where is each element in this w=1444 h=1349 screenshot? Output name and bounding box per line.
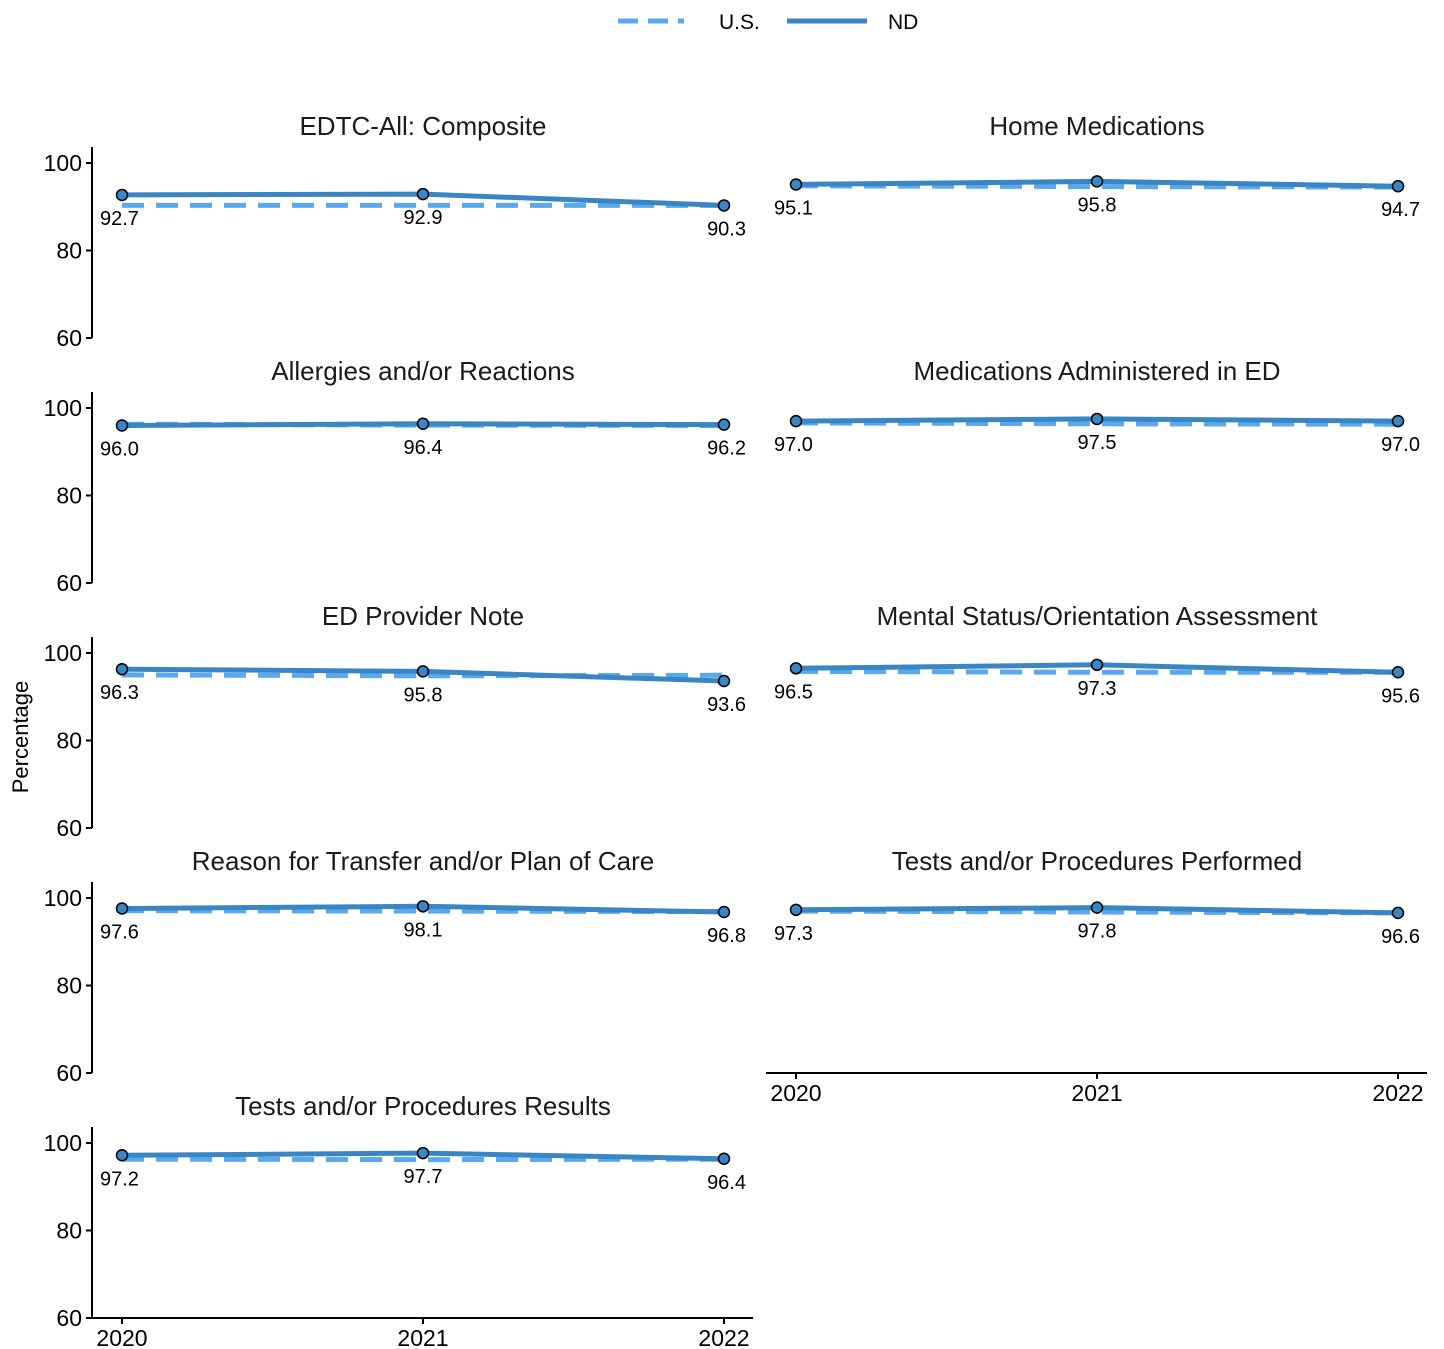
y-tick-label: 100 — [44, 885, 82, 911]
nd-data-label: 98.1 — [404, 919, 443, 941]
y-tick-label: 80 — [56, 483, 82, 509]
nd-data-label: 97.0 — [1381, 434, 1420, 456]
nd-data-label: 96.5 — [774, 681, 813, 703]
nd-point — [1090, 658, 1104, 672]
y-tick-label: 80 — [56, 238, 82, 264]
panel-title: Home Medications — [989, 111, 1204, 141]
nd-data-label: 97.0 — [774, 434, 813, 456]
nd-point — [416, 900, 430, 913]
nd-point — [1090, 901, 1104, 914]
panel-3: Allergies and/or Reactions 60 80 100 96.0 96.… — [44, 356, 746, 596]
y-tick-label: 80 — [56, 728, 82, 754]
y-tick-label: 100 — [44, 395, 82, 421]
panel-title: Tests and/or Procedures Performed — [892, 846, 1302, 876]
x-tick-label: 2020 — [770, 1080, 821, 1106]
nd-data-label: 95.1 — [774, 197, 813, 219]
nd-data-label: 92.9 — [404, 207, 443, 229]
nd-data-label: 97.3 — [1078, 678, 1117, 700]
nd-data-label: 96.6 — [1381, 926, 1420, 948]
x-tick-label: 2022 — [1372, 1080, 1423, 1106]
nd-point — [115, 419, 129, 432]
panel-5: ED Provider Note 60 80 100 96.3 95.8 93.6 — [44, 601, 746, 841]
panel-title: Mental Status/Orientation Assessment — [877, 601, 1319, 631]
legend: U.S. ND — [618, 11, 918, 34]
y-tick-label: 100 — [44, 640, 82, 666]
nd-point — [789, 178, 803, 191]
x-tick-label: 2021 — [1071, 1080, 1122, 1106]
panel-4: Medications Administered in ED 97.0 97.5 97… — [774, 356, 1420, 456]
nd-point — [416, 417, 430, 430]
nd-data-label: 97.7 — [404, 1166, 443, 1188]
nd-data-label: 95.8 — [404, 684, 443, 706]
x-tick-label: 2020 — [96, 1325, 147, 1349]
nd-point — [1090, 175, 1104, 188]
legend-us-label: U.S. — [719, 11, 760, 34]
y-tick-label: 80 — [56, 1218, 82, 1244]
nd-data-label: 97.6 — [100, 922, 139, 944]
nd-data-label: 94.7 — [1381, 199, 1420, 221]
nd-point — [717, 1152, 731, 1165]
y-tick-label: 60 — [56, 1305, 82, 1331]
nd-point — [1391, 666, 1405, 679]
nd-point — [115, 662, 129, 676]
nd-data-label: 96.0 — [100, 439, 139, 461]
y-tick-label: 60 — [56, 1060, 82, 1086]
nd-point — [115, 902, 129, 915]
nd-data-label: 97.2 — [100, 1168, 139, 1190]
nd-point — [717, 199, 731, 212]
panel-8: Tests and/or Procedures Performed 2020 202… — [766, 846, 1427, 1106]
x-tick-label: 2021 — [397, 1325, 448, 1349]
nd-point — [416, 1146, 430, 1160]
panels: EDTC-All: Composite 60 80 100 92.7 92.9 90.3 Ho… — [44, 111, 1427, 1349]
y-tick-label: 60 — [56, 815, 82, 841]
panel-1: EDTC-All: Composite 60 80 100 92.7 92.9 90.3 — [44, 111, 746, 351]
panel-7: Reason for Transfer and/or Plan of Care 6… — [44, 846, 746, 1086]
nd-point — [1391, 906, 1405, 920]
y-tick-label: 60 — [56, 570, 82, 596]
panel-title: EDTC-All: Composite — [299, 111, 546, 141]
nd-data-label: 93.6 — [707, 694, 746, 716]
nd-data-label: 92.7 — [100, 208, 139, 230]
nd-data-label: 96.8 — [707, 925, 746, 947]
nd-data-label: 96.2 — [707, 438, 746, 460]
panel-title: Tests and/or Procedures Results — [235, 1091, 611, 1121]
y-tick-label: 100 — [44, 150, 82, 176]
nd-point — [1391, 179, 1405, 193]
panel-6: Mental Status/Orientation Assessment 96.5… — [774, 601, 1420, 707]
legend-nd-label: ND — [888, 11, 918, 34]
nd-point — [789, 903, 803, 917]
nd-point — [789, 414, 803, 428]
panel-2: Home Medications 95.1 95.8 94.7 — [774, 111, 1420, 221]
y-axis-title: Percentage — [8, 681, 33, 794]
y-tick-label: 60 — [56, 325, 82, 351]
nd-point — [416, 187, 430, 201]
panel-title: ED Provider Note — [322, 601, 524, 631]
nd-data-label: 90.3 — [707, 218, 746, 240]
y-tick-label: 100 — [44, 1130, 82, 1156]
y-tick-label: 80 — [56, 973, 82, 999]
panel-9: Tests and/or Procedures Results 60 80 100 20… — [44, 1091, 753, 1349]
x-tick-label: 2022 — [698, 1325, 749, 1349]
panel-title: Medications Administered in ED — [913, 356, 1280, 386]
nd-data-label: 96.4 — [707, 1172, 746, 1194]
panel-title: Allergies and/or Reactions — [271, 356, 575, 386]
nd-point — [717, 674, 731, 688]
nd-data-label: 96.4 — [404, 437, 443, 459]
nd-point — [416, 665, 430, 678]
nd-point — [717, 905, 731, 919]
nd-data-label: 97.8 — [1078, 921, 1117, 943]
nd-point — [115, 188, 129, 202]
nd-data-label: 97.3 — [774, 923, 813, 945]
nd-point — [1391, 414, 1405, 428]
nd-point — [789, 662, 803, 675]
nd-data-label: 95.6 — [1381, 685, 1420, 707]
nd-data-label: 95.8 — [1078, 194, 1117, 216]
nd-point — [1090, 412, 1104, 426]
nd-data-label: 96.3 — [100, 682, 139, 704]
nd-point — [115, 1149, 129, 1162]
nd-data-label: 97.5 — [1078, 432, 1117, 454]
panel-title: Reason for Transfer and/or Plan of Care — [192, 846, 654, 876]
nd-point — [717, 418, 731, 431]
